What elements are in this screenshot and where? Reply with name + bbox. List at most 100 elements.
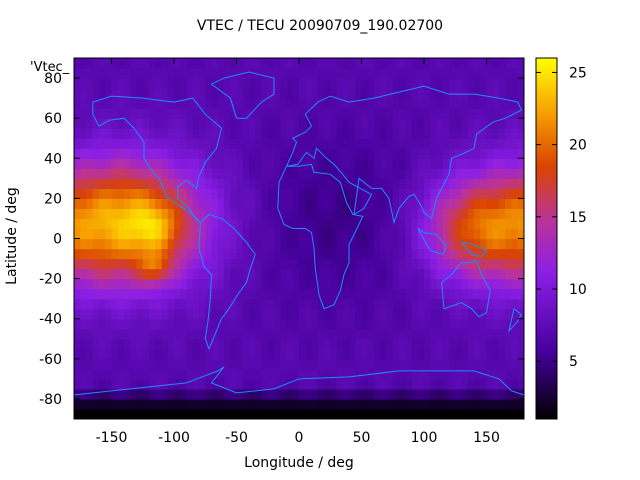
heatmap-cell — [199, 198, 206, 210]
heatmap-cell — [324, 308, 331, 320]
heatmap-cell — [236, 168, 244, 179]
heatmap-cell — [280, 328, 288, 340]
heatmap-cell — [261, 258, 269, 270]
heatmap-cell — [155, 268, 163, 280]
heatmap-cell — [142, 108, 150, 119]
heatmap-cell — [499, 378, 506, 390]
heatmap-cell — [417, 158, 425, 169]
heatmap-cell — [342, 148, 350, 159]
heatmap-cell — [86, 78, 94, 89]
heatmap-cell — [492, 288, 500, 300]
heatmap-cell — [117, 358, 125, 370]
heatmap-cell — [236, 388, 244, 400]
heatmap-cell — [142, 58, 150, 69]
heatmap-cell — [74, 248, 81, 260]
heatmap-cell — [161, 388, 169, 400]
heatmap-cell — [436, 188, 444, 199]
heatmap-cell — [105, 208, 113, 220]
heatmap-cell — [499, 368, 506, 380]
heatmap-cell — [455, 388, 463, 400]
heatmap-cell — [280, 298, 288, 310]
heatmap-cell — [455, 88, 463, 99]
heatmap-cell — [92, 108, 100, 119]
heatmap-cell — [367, 198, 375, 210]
heatmap-cell — [255, 218, 263, 230]
heatmap-cell — [455, 58, 463, 69]
heatmap-cell — [299, 268, 306, 280]
heatmap-cell — [286, 368, 294, 380]
heatmap-cell — [99, 388, 106, 400]
heatmap-cell — [149, 388, 156, 400]
heatmap-cell — [380, 288, 388, 300]
heatmap-cell — [261, 188, 269, 199]
heatmap-cell — [192, 388, 200, 400]
heatmap-cell — [99, 258, 106, 270]
heatmap-cell — [261, 168, 269, 179]
heatmap-cell — [249, 168, 256, 179]
heatmap-cell — [336, 168, 344, 179]
heatmap-cell — [442, 378, 450, 390]
heatmap-cell — [374, 288, 381, 300]
heatmap-cell — [111, 68, 119, 79]
heatmap-cell — [342, 158, 350, 169]
heatmap-cell — [424, 88, 431, 99]
heatmap-cell — [349, 258, 356, 270]
heatmap-cell — [255, 248, 263, 260]
heatmap-cell — [405, 148, 413, 159]
heatmap-cell — [192, 408, 200, 419]
heatmap-cell — [167, 358, 175, 370]
heatmap-cell — [511, 88, 519, 99]
heatmap-cell — [480, 218, 488, 230]
coastline — [286, 85, 523, 225]
heatmap-cell — [386, 368, 394, 380]
heatmap-cell — [517, 118, 524, 129]
heatmap-cell — [186, 158, 194, 169]
heatmap-cell — [336, 398, 344, 410]
heatmap-cell — [486, 208, 494, 220]
heatmap-cell — [155, 238, 163, 250]
heatmap-cell — [411, 218, 419, 230]
heatmap-cell — [180, 118, 188, 129]
heatmap-cell — [305, 348, 313, 360]
heatmap-cell — [380, 248, 388, 260]
heatmap-cell — [417, 198, 425, 210]
heatmap-cell — [136, 168, 144, 179]
heatmap-cell — [317, 318, 325, 330]
heatmap-cell — [486, 358, 494, 370]
heatmap-cell — [224, 168, 231, 179]
heatmap-cell — [355, 328, 363, 340]
heatmap-cell — [274, 298, 281, 310]
heatmap-cell — [117, 408, 125, 419]
heatmap-cell — [292, 198, 300, 210]
heatmap-cell — [74, 68, 81, 79]
heatmap-cell — [455, 358, 463, 370]
heatmap-cell — [292, 208, 300, 220]
heatmap-cell — [461, 158, 469, 169]
heatmap-cell — [336, 228, 344, 240]
heatmap-cell — [167, 198, 175, 210]
heatmap-cell — [217, 158, 225, 169]
heatmap-cell — [411, 358, 419, 370]
heatmap-cell — [167, 88, 175, 99]
heatmap-cell — [249, 388, 256, 400]
heatmap-cell — [311, 308, 319, 320]
heatmap-cell — [474, 68, 481, 79]
heatmap-cell — [255, 198, 263, 210]
heatmap-cell — [342, 188, 350, 199]
colorbar-tick-label: 15 — [569, 210, 587, 226]
heatmap-cell — [180, 138, 188, 149]
heatmap-cell — [267, 268, 275, 280]
heatmap-cell — [86, 298, 94, 310]
heatmap-cell — [105, 168, 113, 179]
heatmap-cell — [511, 398, 519, 410]
heatmap-cell — [155, 78, 163, 89]
heatmap-cell — [367, 88, 375, 99]
heatmap-cell — [130, 98, 138, 109]
heatmap-cell — [411, 198, 419, 210]
heatmap-cell — [80, 398, 88, 410]
heatmap-cell — [492, 238, 500, 250]
heatmap-cell — [130, 198, 138, 210]
heatmap-cell — [374, 268, 381, 280]
heatmap-cell — [392, 88, 400, 99]
heatmap-cell — [474, 168, 481, 179]
